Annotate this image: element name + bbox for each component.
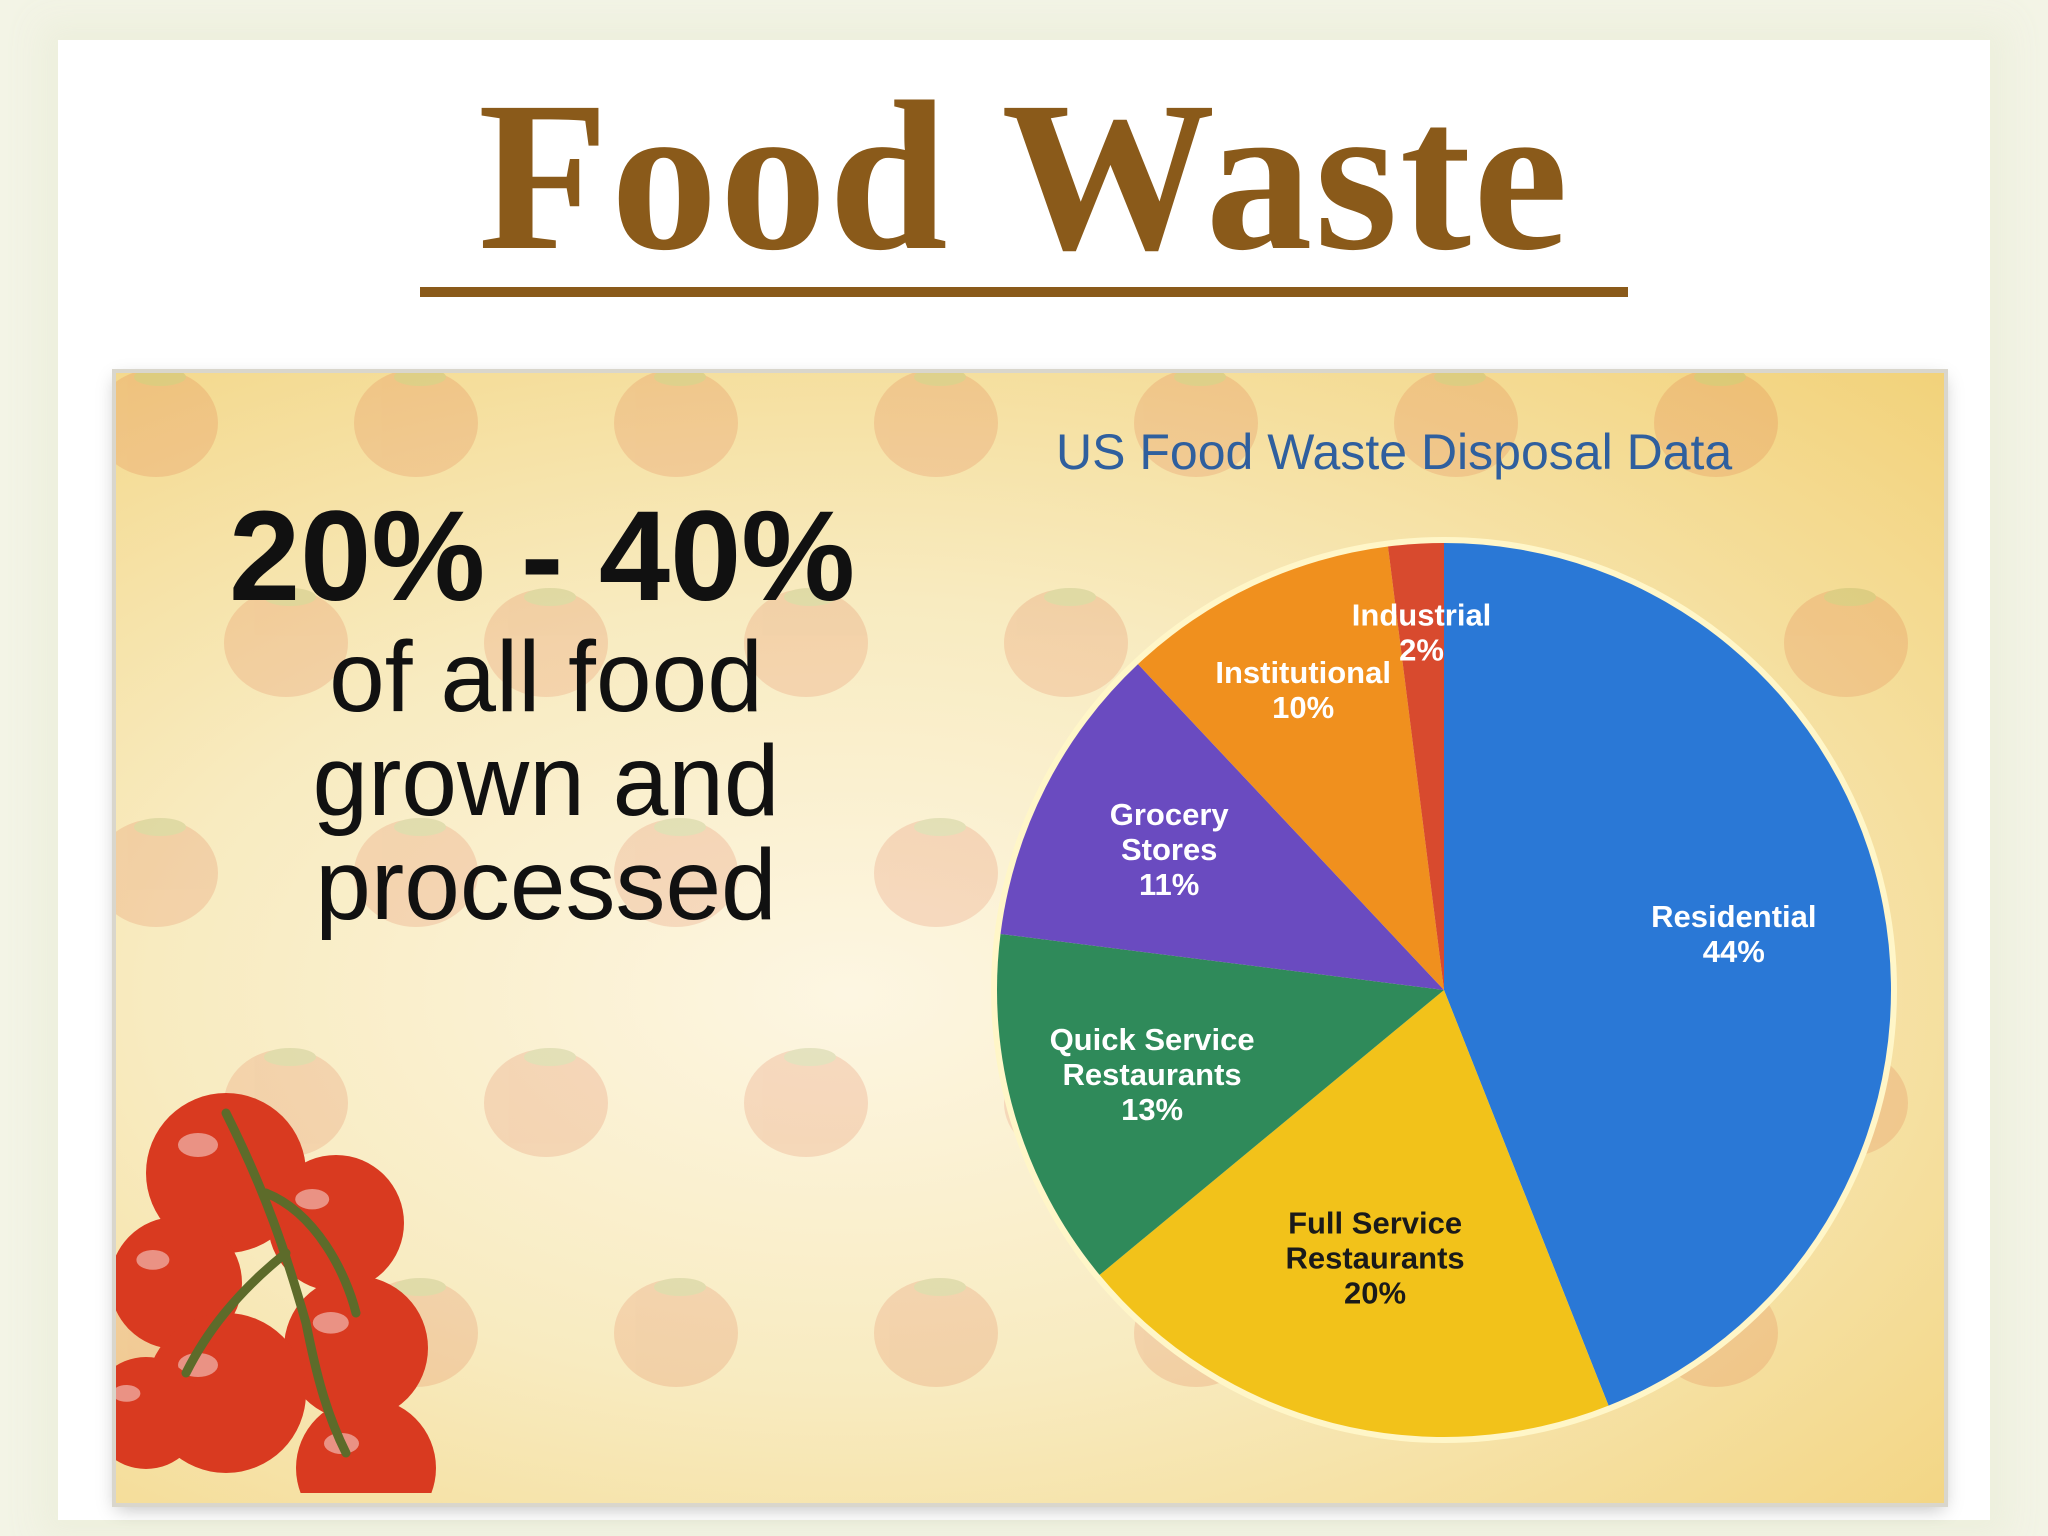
pattern-tomato-icon	[224, 588, 348, 697]
pie-label-grocery-stores: Grocery Stores 11%	[1110, 797, 1230, 902]
pattern-tomato-icon	[744, 1048, 868, 1157]
chart-title: US Food Waste Disposal Data	[1056, 424, 1733, 480]
pie-label-full-service-restaurants: Full Service Restaurants 20%	[1285, 1205, 1464, 1310]
pie-slice-grocery-stores	[1000, 664, 1444, 990]
pattern-tomato-icon	[484, 1048, 608, 1157]
pattern-tomato-icon	[484, 588, 608, 697]
pattern-tomato-icon	[614, 818, 738, 927]
tomato-icon	[268, 1155, 404, 1291]
pie-slice-industrial	[1387, 543, 1444, 990]
slide-title: Food Waste	[477, 58, 1571, 295]
pattern-tomato-icon	[614, 1278, 738, 1387]
pie-label-institutional: Institutional 10%	[1215, 655, 1391, 725]
stat-line-3: processed	[315, 829, 777, 941]
pattern-tomato-icon	[874, 818, 998, 927]
tomato-icon	[116, 1357, 202, 1469]
pattern-tomato-icon	[116, 373, 218, 477]
tomato-cluster-image	[116, 1093, 436, 1493]
pie-label-quick-service-restaurants: Quick Service Restaurants 13%	[1050, 1022, 1255, 1127]
pattern-tomato-icon	[354, 373, 478, 477]
pattern-tomato-icon	[1134, 373, 1258, 477]
pattern-tomato-icon	[744, 588, 868, 697]
stat-description: of all food grown and processed	[216, 625, 876, 937]
pie-slice-quick-service-restaurants	[997, 933, 1444, 1275]
tomato-vine	[181, 1108, 361, 1458]
stat-line-2: grown and	[312, 725, 780, 837]
pattern-tomato-icon	[1394, 373, 1518, 477]
tomato-cluster	[116, 1093, 436, 1493]
pattern-tomato-icon	[1784, 588, 1908, 697]
pie-slice-full-service-restaurants	[1099, 990, 1609, 1437]
stat-line-1: of all food	[329, 621, 763, 733]
title-underline	[420, 287, 1628, 297]
pie-chart: Residential 44% Full Service Restaurants 20%…	[991, 537, 1897, 1443]
infographic-panel: 20% - 40% of all food grown and processe…	[116, 373, 1944, 1503]
pie-slice-residential	[1444, 543, 1892, 1406]
pie-slice-institutional	[1138, 546, 1444, 990]
pattern-tomato-icon	[874, 373, 998, 477]
pattern-tomato-icon	[614, 373, 738, 477]
pattern-tomato-icon	[1004, 588, 1128, 697]
pattern-tomato-icon	[354, 818, 478, 927]
pie-label-industrial: Industrial 2%	[1352, 598, 1492, 668]
pie-label-residential: Residential 44%	[1651, 899, 1816, 969]
big-stat: 20% - 40%	[228, 485, 856, 628]
pattern-tomato-icon	[874, 1278, 998, 1387]
pattern-tomato-icon	[116, 818, 218, 927]
pattern-tomato-icon	[1654, 373, 1778, 477]
